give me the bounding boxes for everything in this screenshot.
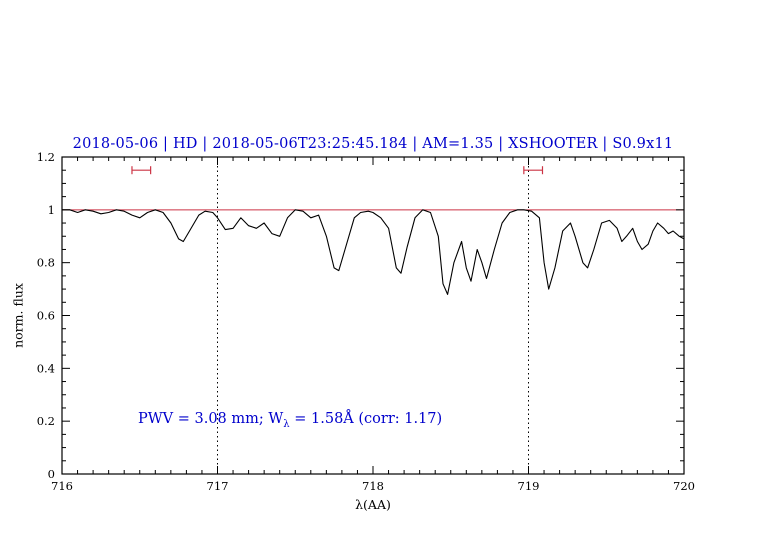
svg-text:0.2: 0.2: [37, 414, 55, 428]
svg-text:1.2: 1.2: [37, 150, 55, 164]
pwv-annotation-suffix: = 1.58Å (corr: 1.17): [289, 411, 443, 427]
svg-text:718: 718: [362, 479, 384, 493]
svg-text:0: 0: [48, 467, 55, 481]
x-axis-label: λ(AA): [355, 497, 391, 512]
svg-text:0.6: 0.6: [37, 309, 55, 323]
svg-text:717: 717: [207, 479, 229, 493]
pwv-annotation-prefix: PWV = 3.08 mm; W: [138, 411, 284, 427]
svg-text:720: 720: [673, 479, 695, 493]
plot-title: 2018-05-06 | HD | 2018-05-06T23:25:45.18…: [72, 136, 674, 152]
svg-text:0.8: 0.8: [37, 256, 55, 270]
svg-text:0.4: 0.4: [37, 361, 55, 375]
y-axis-label: norm. flux: [10, 283, 26, 348]
pwv-annotation-sub: λ: [283, 418, 290, 430]
svg-text:716: 716: [51, 479, 73, 493]
svg-text:719: 719: [518, 479, 540, 493]
svg-text:1: 1: [48, 203, 55, 217]
pwv-annotation: PWV = 3.08 mm; Wλ = 1.58Å (corr: 1.17): [138, 411, 442, 430]
